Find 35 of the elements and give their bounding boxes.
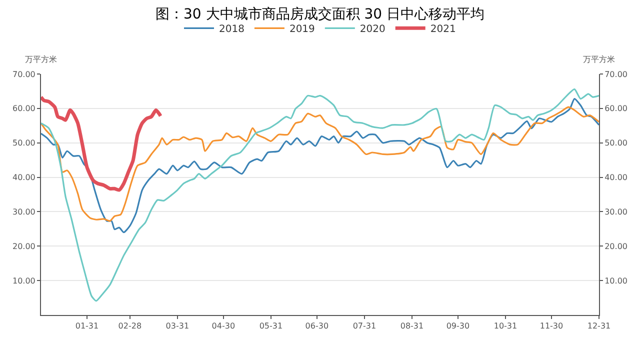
y2-tick-label: 30.00 <box>604 208 628 217</box>
y-tick-label: 10.00 <box>12 276 36 286</box>
y2-tick-label: 10.00 <box>604 276 628 286</box>
y-tick-label: 20.00 <box>12 242 36 251</box>
y-tick-label: 40.00 <box>12 173 36 182</box>
y2-tick-label: 20.00 <box>604 242 628 251</box>
x-tick-label: 06-30 <box>305 322 329 331</box>
x-tick-label: 05-31 <box>259 322 283 331</box>
y-tick-label: 60.00 <box>12 104 36 114</box>
x-tick-label: 04-30 <box>212 322 236 331</box>
y2-tick-label: 70.00 <box>604 70 628 79</box>
x-tick-label: 01-31 <box>75 322 99 331</box>
y-tick-label: 30.00 <box>12 208 36 217</box>
y2-tick-label: 60.00 <box>604 104 628 114</box>
x-tick-label: 02-28 <box>118 322 142 331</box>
legend-label: 2018 <box>219 24 244 36</box>
y-axis-title: 万平方米 <box>25 55 57 64</box>
y2-axis-title: 万平方米 <box>583 55 615 64</box>
x-tick-label: 11-30 <box>540 322 564 331</box>
y2-tick-label: 50.00 <box>604 138 628 148</box>
legend-label: 2019 <box>289 24 315 36</box>
y-tick-label: 70.00 <box>12 70 36 79</box>
x-tick-label: 10-31 <box>494 322 518 331</box>
x-tick-label: 03-31 <box>166 322 190 331</box>
x-tick-label: 08-31 <box>400 322 424 331</box>
y-tick-label: 50.00 <box>12 138 36 148</box>
x-tick-label: 09-30 <box>446 322 470 331</box>
legend-label: 2020 <box>360 24 386 36</box>
x-tick-label: 07-31 <box>352 322 376 331</box>
y2-tick-label: 40.00 <box>604 173 628 182</box>
legend-label: 2021 <box>430 24 456 36</box>
chart-title: 图：30 大中城市商品房成交面积 30 日中心移动平均 <box>156 6 484 22</box>
line-series <box>41 95 162 192</box>
line-series <box>41 88 599 302</box>
x-tick-label: 12-31 <box>587 322 611 331</box>
